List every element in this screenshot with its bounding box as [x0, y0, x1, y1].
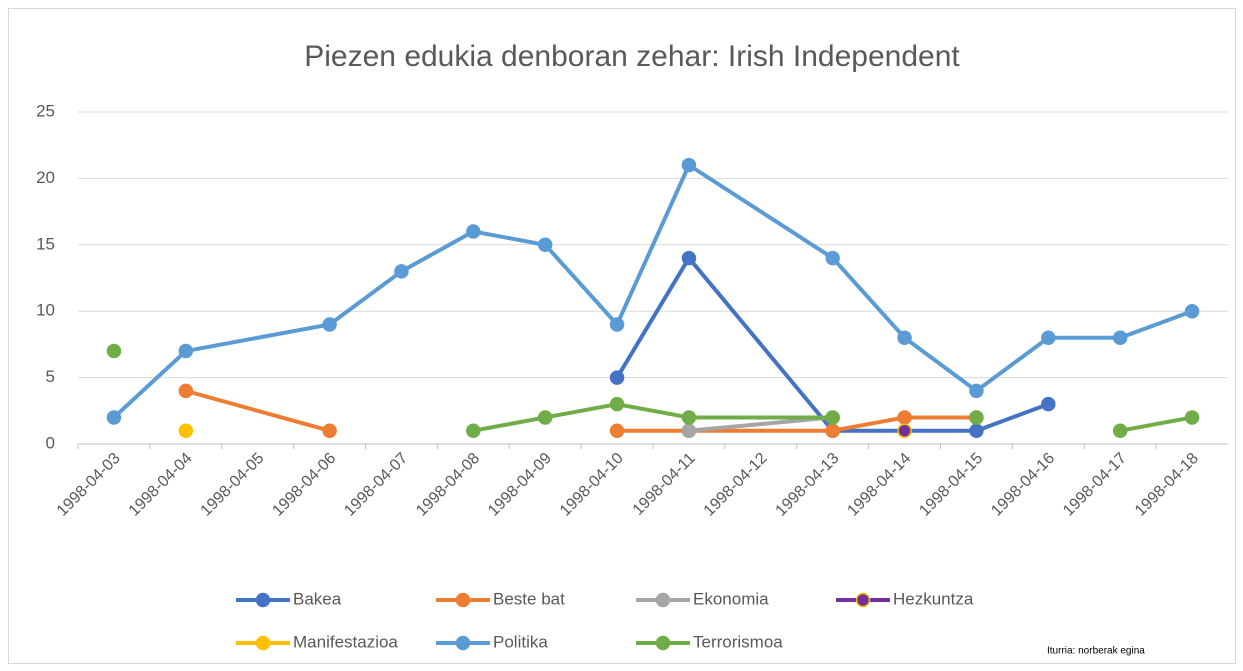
data-point	[609, 396, 625, 412]
legend-label: Hezkuntza	[893, 589, 974, 608]
data-point	[609, 317, 625, 332]
data-point	[825, 250, 840, 266]
data-point	[825, 423, 840, 438]
data-point	[537, 410, 553, 425]
data-point	[537, 237, 553, 253]
legend-swatch-marker	[455, 635, 471, 651]
y-tick-label: 0	[46, 433, 55, 452]
y-tick-label: 25	[36, 101, 55, 120]
data-point	[897, 410, 912, 425]
data-point	[1041, 330, 1056, 346]
source-note: Iturria: norberak egina	[1047, 646, 1145, 657]
data-point	[1112, 423, 1128, 438]
data-point	[609, 423, 625, 438]
data-point	[1184, 303, 1200, 319]
series-line	[688, 415, 833, 433]
legend-swatch-marker	[255, 592, 271, 608]
data-point	[825, 410, 840, 425]
y-tick-label: 10	[36, 301, 55, 320]
data-point	[969, 383, 984, 399]
data-point	[322, 317, 337, 332]
data-point	[609, 370, 625, 385]
data-point	[106, 410, 122, 425]
series-line	[615, 256, 1050, 433]
data-point	[322, 423, 337, 438]
data-point	[969, 410, 984, 425]
data-point	[1184, 410, 1200, 425]
data-point	[969, 423, 984, 438]
data-point	[681, 157, 697, 173]
data-point	[1041, 396, 1056, 412]
data-point	[178, 383, 194, 399]
data-point	[178, 423, 194, 438]
legend-swatch-marker	[655, 635, 671, 651]
legend-label: Manifestazioa	[293, 632, 398, 651]
legend-swatch-marker	[855, 592, 871, 608]
data-point	[466, 224, 481, 239]
legend-swatch-marker	[255, 635, 271, 651]
legend-label: Politika	[493, 632, 548, 651]
data-point	[681, 250, 697, 266]
y-tick-label: 20	[36, 168, 55, 187]
data-point	[394, 264, 409, 279]
chart-title: Piezen edukia denboran zehar: Irish Inde…	[304, 40, 960, 73]
y-tick-label: 5	[46, 367, 55, 386]
data-point	[106, 343, 122, 359]
data-point	[897, 330, 912, 346]
series-line	[112, 163, 1193, 419]
data-point	[897, 423, 912, 438]
data-point	[681, 410, 697, 425]
legend-label: Bakea	[293, 589, 342, 608]
legend-swatch-marker	[655, 592, 671, 608]
legend-swatch-marker	[455, 592, 471, 608]
data-point	[1112, 330, 1128, 346]
data-point	[178, 343, 194, 359]
legend-label: Beste bat	[493, 589, 565, 608]
data-point	[681, 423, 697, 438]
y-tick-label: 15	[36, 234, 55, 253]
legend-label: Terrorismoa	[693, 632, 783, 651]
chart-border	[8, 8, 1236, 664]
data-point	[466, 423, 481, 438]
legend-label: Ekonomia	[693, 589, 769, 608]
